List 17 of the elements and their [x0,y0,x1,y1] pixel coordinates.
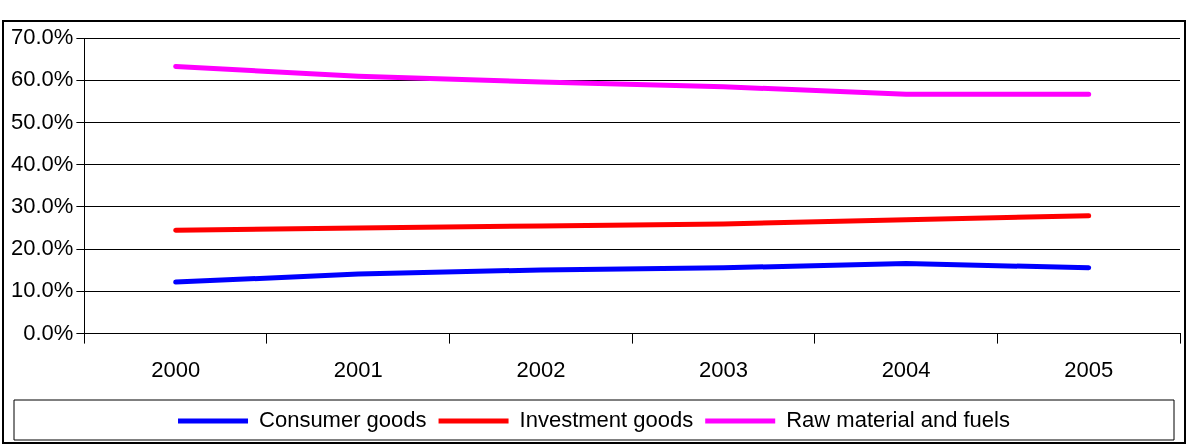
legend-label: Investment goods [519,407,694,433]
y-tick-label: 60.0% [10,66,74,92]
y-tick-label: 0.0% [23,319,74,345]
x-tick-label: 2002 [516,356,566,382]
x-tick-label: 2000 [151,356,201,382]
legend-label: Consumer goods [259,407,427,433]
y-tick-label: 50.0% [10,108,74,134]
y-tick-label: 30.0% [10,193,74,219]
x-tick-label: 2001 [333,356,383,382]
y-tick-label: 10.0% [10,277,74,303]
legend-label: Raw material and fuels [786,407,1010,433]
y-tick-label: 20.0% [10,235,74,261]
y-tick-label: 40.0% [10,150,74,176]
x-tick-label: 2004 [881,356,931,382]
x-tick-label: 2005 [1064,356,1114,382]
y-tick-label: 70.0% [10,24,74,50]
x-tick-label: 2003 [699,356,748,382]
